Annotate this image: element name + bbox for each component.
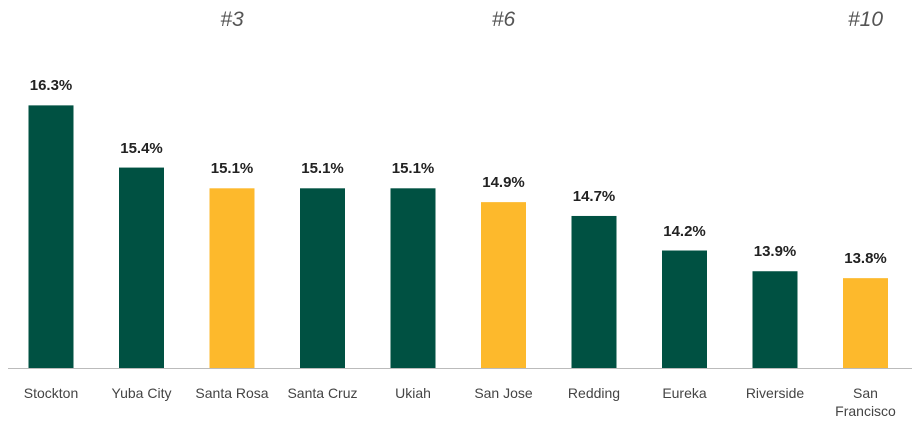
value-label: 15.4% (120, 139, 163, 157)
value-label: 14.2% (663, 222, 706, 240)
value-label: 15.1% (210, 160, 254, 178)
bar (300, 188, 345, 368)
bar (209, 188, 255, 368)
bar (28, 105, 74, 368)
annotation: #10 (847, 8, 884, 31)
value-label: 13.9% (753, 243, 797, 261)
bar (843, 278, 888, 368)
bar (481, 202, 526, 368)
bar (571, 215, 617, 368)
x-tick-label: San Jose (474, 385, 533, 401)
x-tick-label: San Francisco (835, 385, 896, 419)
bar (662, 250, 707, 368)
value-label: 16.3% (29, 77, 73, 95)
bar (752, 271, 798, 368)
x-tick-label: Riverside (745, 385, 805, 401)
x-tick-label: Santa Cruz (287, 385, 358, 401)
value-label: 14.7% (572, 187, 616, 205)
annotation: #3 (220, 8, 244, 31)
bar (119, 167, 164, 368)
bar (390, 188, 436, 368)
value-label: 14.9% (482, 174, 525, 192)
value-label: 13.8% (844, 250, 887, 268)
x-tick-label: Ukiah (395, 385, 431, 401)
value-label: 15.1% (391, 160, 435, 178)
x-tick-label: Redding (567, 385, 621, 401)
annotation: #6 (491, 8, 516, 31)
value-label: 15.1% (301, 160, 344, 178)
x-tick-label: Eureka (662, 385, 707, 401)
x-tick-label: Yuba City (111, 385, 172, 401)
x-tick-label: Santa Rosa (195, 385, 269, 401)
x-tick-label: Stockton (23, 385, 79, 401)
